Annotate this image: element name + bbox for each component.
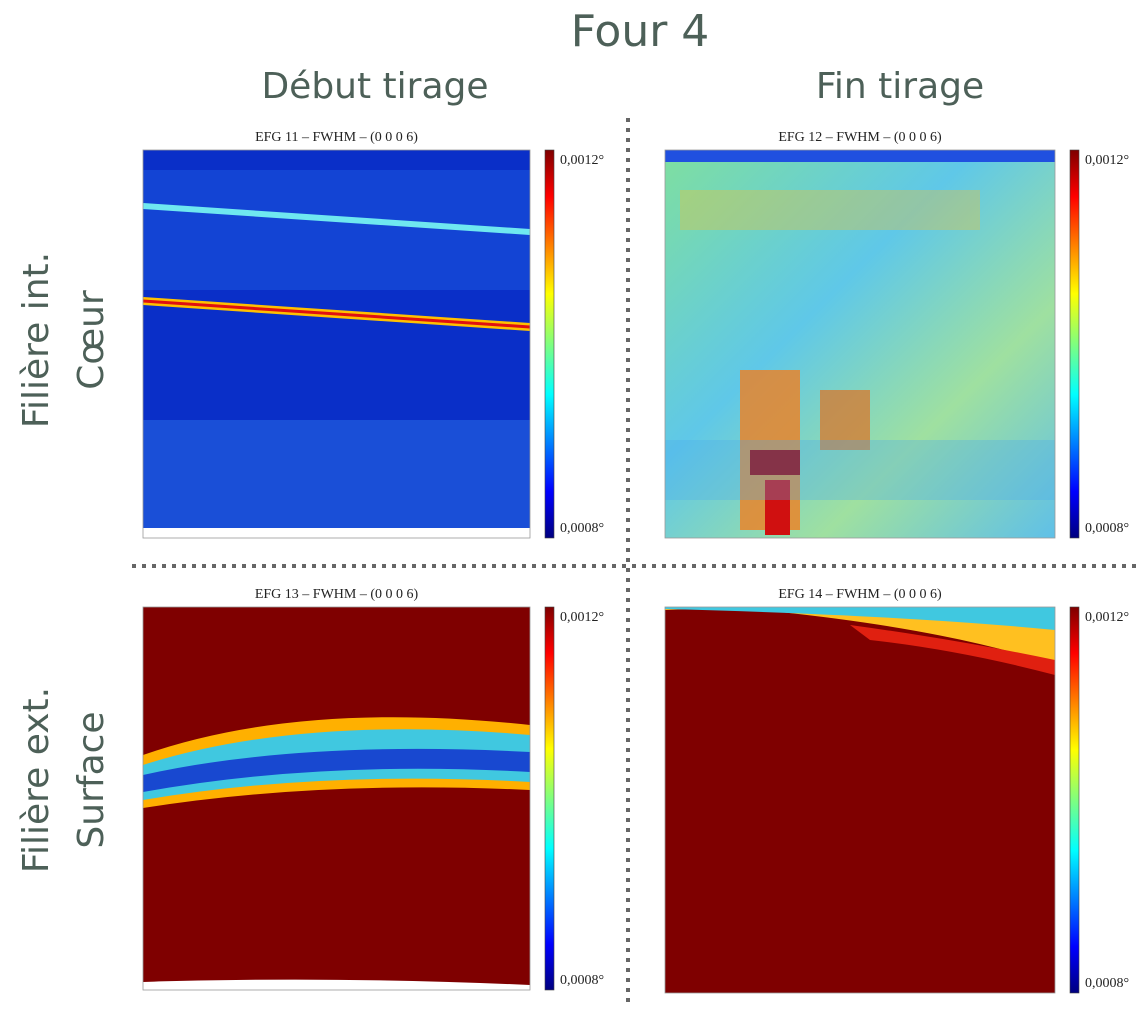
panel-title: EFG 12 – FWHM – (0 0 0 6)	[778, 130, 942, 145]
colorbar-label: 0,0008°	[560, 521, 604, 536]
colorbar-label: 0,0008°	[560, 973, 604, 988]
panel-frame	[142, 149, 531, 539]
heatmap	[665, 150, 1055, 538]
panel-title: EFG 13 – FWHM – (0 0 0 6)	[255, 587, 419, 602]
row-label: Filière ext.	[16, 687, 57, 873]
colorbar-label: 0,0012°	[1085, 610, 1129, 625]
colorbar	[1069, 606, 1080, 994]
figure-title: Four 4	[571, 6, 710, 57]
colorbar	[1069, 149, 1080, 539]
row-sublabel: Cœur	[71, 290, 112, 390]
colorbar	[544, 606, 555, 991]
colorbar-label: 0,0012°	[560, 610, 604, 625]
row-label: Filière int.	[16, 252, 57, 428]
panel-title: EFG 11 – FWHM – (0 0 0 6)	[255, 130, 418, 145]
column-header: Fin tirage	[816, 66, 984, 107]
heatmap	[665, 607, 1055, 993]
colorbar-label: 0,0008°	[1085, 976, 1129, 991]
colorbar-label: 0,0012°	[560, 153, 604, 168]
panel-title: EFG 14 – FWHM – (0 0 0 6)	[778, 587, 942, 602]
colorbar	[544, 149, 555, 539]
panel-frame	[664, 606, 1056, 994]
panel-frame	[664, 149, 1056, 539]
colorbar-label: 0,0012°	[1085, 153, 1129, 168]
heatmap	[143, 150, 530, 538]
column-header: Début tirage	[261, 66, 488, 107]
panel-frame	[142, 606, 531, 991]
colorbar-label: 0,0008°	[1085, 521, 1129, 536]
heatmap	[143, 607, 530, 990]
row-sublabel: Surface	[71, 711, 112, 848]
